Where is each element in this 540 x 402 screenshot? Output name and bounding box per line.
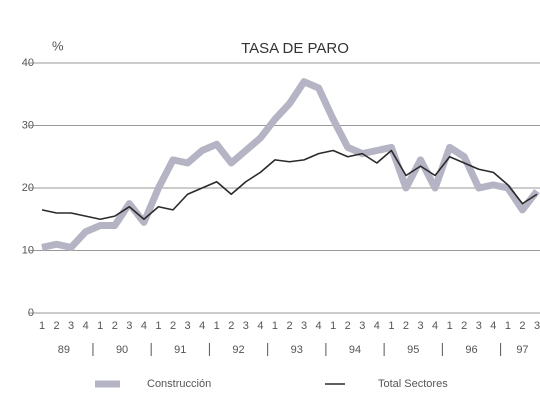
x-tick-label: 1	[330, 320, 336, 332]
year-label: 95	[407, 344, 419, 356]
x-tick-label: 3	[68, 320, 74, 332]
x-tick-label: 3	[126, 320, 132, 332]
y-tick-label: 30	[22, 119, 34, 131]
chart-title: TASA DE PARO	[241, 40, 349, 57]
x-tick-label: 1	[214, 320, 220, 332]
x-tick-label: 1	[272, 320, 278, 332]
x-tick-label: 3	[476, 320, 482, 332]
x-tick-label: 1	[97, 320, 103, 332]
legend-label: Construcción	[147, 378, 211, 390]
x-tick-label: 1	[447, 320, 453, 332]
x-tick-label: 2	[286, 320, 292, 332]
year-label: 90	[116, 344, 128, 356]
x-tick-label: 2	[112, 320, 118, 332]
year-label: 94	[349, 344, 361, 356]
y-axis-label: %	[52, 38, 64, 53]
x-tick-label: 2	[345, 320, 351, 332]
x-tick-label: 1	[505, 320, 511, 332]
x-tick-label: 2	[461, 320, 467, 332]
x-tick-label: 3	[359, 320, 365, 332]
x-tick-label: 4	[432, 320, 438, 332]
year-label: 93	[291, 344, 303, 356]
year-label: 92	[232, 344, 244, 356]
x-tick-label: 3	[185, 320, 191, 332]
x-tick-label: 4	[490, 320, 496, 332]
x-tick-label: 2	[170, 320, 176, 332]
x-tick-label: 4	[199, 320, 205, 332]
x-tick-label: 1	[155, 320, 161, 332]
x-tick-label: 2	[53, 320, 59, 332]
legend-label: Total Sectores	[378, 378, 448, 390]
x-tick-label: 3	[417, 320, 423, 332]
x-tick-label: 3	[301, 320, 307, 332]
x-tick-label: 2	[519, 320, 525, 332]
year-label: 91	[174, 344, 186, 356]
x-tick-label: 1	[39, 320, 45, 332]
x-tick-label: 4	[83, 320, 89, 332]
x-tick-label: 4	[316, 320, 322, 332]
x-tick-label: 3	[243, 320, 249, 332]
y-tick-label: 20	[22, 182, 34, 194]
x-tick-label: 1	[388, 320, 394, 332]
x-tick-label: 4	[141, 320, 147, 332]
x-tick-label: 2	[403, 320, 409, 332]
y-tick-label: 10	[22, 244, 34, 256]
year-label: 89	[58, 344, 70, 356]
y-tick-label: 40	[22, 57, 34, 69]
year-label: 96	[465, 344, 477, 356]
x-tick-label: 4	[257, 320, 263, 332]
year-label: 97	[516, 344, 528, 356]
x-tick-label: 2	[228, 320, 234, 332]
x-tick-label: 4	[374, 320, 380, 332]
series-line	[41, 149, 538, 221]
series-line	[41, 78, 540, 251]
x-tick-label: 3	[534, 320, 540, 332]
